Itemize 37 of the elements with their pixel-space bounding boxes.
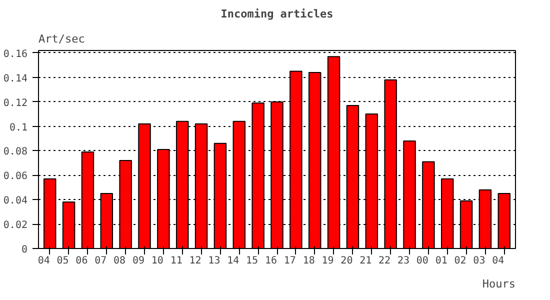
x-tick-label: 01 [435, 256, 448, 266]
x-tick-label: 15 [246, 256, 258, 266]
x-tick-label: 23 [397, 256, 410, 266]
x-tick-label: 00 [416, 256, 428, 266]
x-tick-label: 02 [454, 256, 466, 266]
x-tick-label: 20 [340, 256, 353, 266]
x-tick-label: 18 [302, 256, 315, 266]
y-tick-label: 0 [21, 244, 28, 256]
x-tick-label: 12 [189, 256, 202, 266]
y-tick-label: 0.1 [9, 122, 28, 134]
x-tick-label: 13 [208, 256, 220, 266]
y-axis-title: Art/sec [38, 32, 85, 46]
y-tick-label: 0.06 [3, 171, 28, 182]
y-tick-label: 0.12 [3, 98, 28, 109]
x-tick-label: 16 [264, 256, 278, 266]
y-tick-label: 0.02 [3, 220, 28, 232]
y-tick-label: 0.14 [3, 73, 28, 84]
x-tick-label: 07 [94, 256, 107, 266]
x-tick-label: 06 [76, 256, 88, 266]
x-tick-label: 08 [114, 256, 126, 266]
x-tick-label: 05 [56, 256, 69, 266]
x-tick-label: 21 [360, 256, 372, 266]
x-tick-label: 11 [170, 256, 182, 266]
x-tick-label: 14 [227, 256, 240, 266]
x-tick-label: 09 [132, 256, 145, 266]
x-tick-label: 19 [322, 256, 334, 266]
x-tick-label: 04 [38, 256, 50, 266]
x-tick-label: 10 [151, 256, 164, 266]
x-tick-label: 04 [492, 256, 504, 266]
x-tick-label: 22 [378, 256, 391, 266]
x-axis-title: Hours [482, 278, 516, 290]
x-tick-label: 17 [284, 256, 296, 266]
y-tick-label: 0.08 [3, 146, 28, 158]
y-tick-label: 0.04 [3, 196, 28, 207]
y-tick-label: 0.16 [3, 48, 28, 60]
chart-title: Incoming articles [220, 8, 334, 20]
x-tick-label: 03 [473, 256, 486, 266]
